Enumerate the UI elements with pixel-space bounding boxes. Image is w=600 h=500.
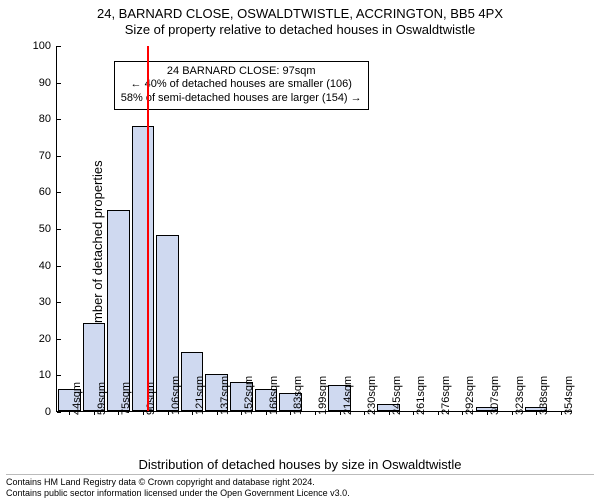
annotation-box: 24 BARNARD CLOSE: 97sqm ← 40% of detache… [114,61,369,110]
x-tick-label: 276sqm [440,376,452,415]
y-tick-label: 60 [39,186,55,198]
y-tick-label: 70 [39,150,55,162]
x-tick-label: 307sqm [489,376,501,415]
property-marker-line [147,46,149,411]
x-tick-label: 214sqm [342,376,354,415]
x-tick-label: 137sqm [219,376,231,415]
x-tick-mark [340,411,341,415]
x-tick-mark [487,411,488,415]
x-tick-mark [561,411,562,415]
x-tick-mark [512,411,513,415]
x-tick-label: 106sqm [170,376,182,415]
x-tick-mark [389,411,390,415]
annotation-line: ← 40% of detached houses are smaller (10… [121,78,362,92]
x-tick-mark [364,411,365,415]
x-tick-label: 183sqm [292,376,304,415]
y-tick-label: 80 [39,113,55,125]
x-tick-label: 44sqm [71,382,83,415]
y-tick-label: 10 [39,369,55,381]
x-tick-mark [536,411,537,415]
x-tick-mark [315,411,316,415]
y-tick-label: 100 [33,40,55,52]
x-tick-label: 121sqm [194,376,206,415]
x-tick-mark [192,411,193,415]
footer-attribution: Contains HM Land Registry data © Crown c… [6,474,594,498]
histogram-bar [107,210,130,411]
x-tick-mark [217,411,218,415]
y-tick-label: 90 [39,77,55,89]
chart-subtitle: Size of property relative to detached ho… [0,22,600,37]
y-tick-label: 30 [39,296,55,308]
y-tick-label: 50 [39,223,55,235]
y-tick-label: 0 [45,406,55,418]
x-tick-mark [266,411,267,415]
x-tick-label: 75sqm [120,382,132,415]
x-tick-mark [168,411,169,415]
x-tick-label: 354sqm [563,376,575,415]
y-tick-label: 20 [39,333,55,345]
annotation-line: 58% of semi-detached houses are larger (… [121,92,362,106]
chart-title: 24, BARNARD CLOSE, OSWALDTWISTLE, ACCRIN… [0,6,600,21]
x-tick-label: 230sqm [366,376,378,415]
y-tick-label: 40 [39,260,55,272]
x-tick-mark [143,411,144,415]
x-tick-label: 199sqm [317,376,329,415]
x-tick-label: 59sqm [96,382,108,415]
footer-line: Contains HM Land Registry data © Crown c… [6,477,594,487]
chart-container: 24, BARNARD CLOSE, OSWALDTWISTLE, ACCRIN… [0,0,600,500]
x-tick-mark [94,411,95,415]
title-block: 24, BARNARD CLOSE, OSWALDTWISTLE, ACCRIN… [0,0,600,37]
x-tick-label: 261sqm [415,376,427,415]
plot-area: 24 BARNARD CLOSE: 97sqm ← 40% of detache… [56,46,572,412]
x-tick-label: 323sqm [514,376,526,415]
x-tick-mark [438,411,439,415]
annotation-line: 24 BARNARD CLOSE: 97sqm [121,65,362,79]
x-axis-label: Distribution of detached houses by size … [0,457,600,472]
x-tick-label: 152sqm [243,376,255,415]
x-tick-label: 292sqm [464,376,476,415]
histogram-bar [132,126,155,411]
footer-line: Contains public sector information licen… [6,488,594,498]
x-tick-label: 338sqm [538,376,550,415]
x-tick-label: 168sqm [268,376,280,415]
x-tick-label: 245sqm [391,376,403,415]
